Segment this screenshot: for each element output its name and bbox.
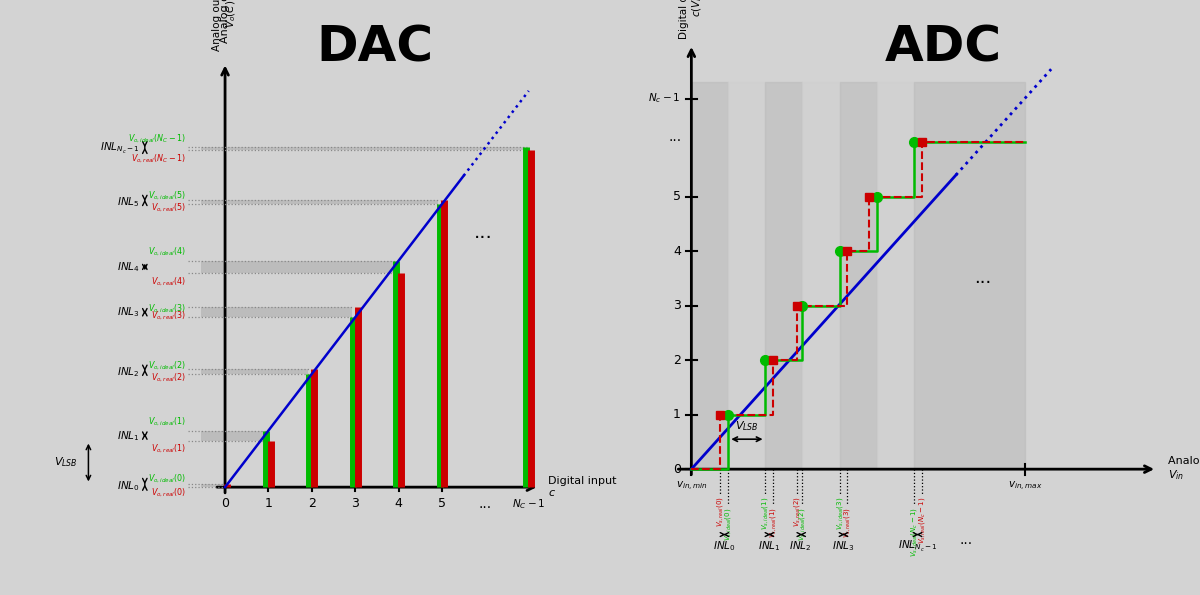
Text: $INL_2$: $INL_2$ bbox=[788, 539, 811, 553]
Text: $V_{o,ideal}(3)$: $V_{o,ideal}(3)$ bbox=[148, 303, 186, 315]
Text: $INL_0$: $INL_0$ bbox=[116, 479, 139, 493]
Text: $V_{s,ideal}(2)$: $V_{s,ideal}(2)$ bbox=[798, 508, 808, 541]
Text: $V_{o,real}(N_C-1)$: $V_{o,real}(N_C-1)$ bbox=[131, 152, 186, 165]
Text: 0: 0 bbox=[673, 463, 680, 475]
Text: $N_C-1$: $N_C-1$ bbox=[512, 497, 546, 511]
Text: ...: ... bbox=[973, 270, 991, 287]
Text: 2: 2 bbox=[673, 353, 680, 367]
Text: ...: ... bbox=[668, 130, 682, 144]
Text: $V_{s,real}(2)$: $V_{s,real}(2)$ bbox=[792, 496, 802, 527]
Text: ...: ... bbox=[960, 533, 973, 547]
Text: $V_{o,real}(1)$: $V_{o,real}(1)$ bbox=[151, 443, 186, 455]
Text: DAC: DAC bbox=[317, 23, 433, 71]
FancyBboxPatch shape bbox=[202, 369, 308, 374]
Text: $V_{s,real}(N_c-1)$: $V_{s,real}(N_c-1)$ bbox=[917, 496, 926, 544]
FancyBboxPatch shape bbox=[202, 199, 438, 204]
FancyBboxPatch shape bbox=[202, 148, 526, 151]
Text: $V_{o,real}(5)$: $V_{o,real}(5)$ bbox=[151, 202, 186, 214]
Text: 1: 1 bbox=[264, 497, 272, 511]
Text: $v_{in,max}$: $v_{in,max}$ bbox=[1008, 480, 1042, 493]
Text: $V_{s,ideal}(3)$: $V_{s,ideal}(3)$ bbox=[834, 496, 845, 530]
Text: 5: 5 bbox=[438, 497, 446, 511]
Text: $INL_1$: $INL_1$ bbox=[758, 539, 781, 553]
FancyBboxPatch shape bbox=[202, 261, 395, 273]
Text: $INL_3$: $INL_3$ bbox=[832, 539, 854, 553]
Text: $INL_3$: $INL_3$ bbox=[116, 305, 139, 319]
Text: 3: 3 bbox=[673, 299, 680, 312]
Text: $v_{in,min}$: $v_{in,min}$ bbox=[676, 480, 707, 493]
Text: $V_{o,real}(2)$: $V_{o,real}(2)$ bbox=[151, 372, 186, 384]
Text: Digital input
$c$: Digital input $c$ bbox=[548, 477, 617, 498]
Text: Analog output
$V_o(C)$: Analog output $V_o(C)$ bbox=[212, 0, 238, 51]
Text: $INL_0$: $INL_0$ bbox=[713, 539, 736, 553]
Text: 3: 3 bbox=[352, 497, 359, 511]
Text: 5: 5 bbox=[673, 190, 680, 203]
Text: 2: 2 bbox=[308, 497, 316, 511]
Text: $V_{o,ideal}(0)$: $V_{o,ideal}(0)$ bbox=[148, 472, 186, 485]
Text: Digital output
$c(V_{in})$: Digital output $c(V_{in})$ bbox=[678, 0, 704, 39]
Text: $INL_4$: $INL_4$ bbox=[116, 260, 139, 274]
Text: 0: 0 bbox=[221, 497, 229, 511]
Text: $V_{o,ideal}(2)$: $V_{o,ideal}(2)$ bbox=[148, 359, 186, 372]
Text: $V_{s,real}(1)$: $V_{s,real}(1)$ bbox=[768, 508, 779, 538]
Text: $N_c-1$: $N_c-1$ bbox=[648, 92, 680, 105]
Text: $INL_2$: $INL_2$ bbox=[118, 365, 139, 378]
Text: $V_{s,ideal}(N_c-1)$: $V_{s,ideal}(N_c-1)$ bbox=[908, 508, 918, 558]
Text: $V_{o,ideal}(1)$: $V_{o,ideal}(1)$ bbox=[148, 416, 186, 428]
Text: ADC: ADC bbox=[886, 23, 1002, 71]
Text: $V_{s,ideal}(0)$: $V_{s,ideal}(0)$ bbox=[724, 508, 733, 541]
Text: $INL_5$: $INL_5$ bbox=[118, 195, 139, 209]
Text: 4: 4 bbox=[395, 497, 402, 511]
Text: $INL_{N_c-1}$: $INL_{N_c-1}$ bbox=[898, 539, 937, 554]
Text: $V_{LSB}$: $V_{LSB}$ bbox=[54, 456, 78, 469]
Text: 4: 4 bbox=[673, 245, 680, 258]
Text: $V_{o,ideal}(N_C-1)$: $V_{o,ideal}(N_C-1)$ bbox=[128, 133, 186, 145]
Text: $V_{LSB}$: $V_{LSB}$ bbox=[736, 419, 758, 433]
Text: Analog input
$V_{in}$: Analog input $V_{in}$ bbox=[1168, 456, 1200, 482]
Text: $V_{o,ideal}(5)$: $V_{o,ideal}(5)$ bbox=[148, 190, 186, 202]
FancyBboxPatch shape bbox=[202, 484, 222, 487]
Text: $V_{o,real}(0)$: $V_{o,real}(0)$ bbox=[151, 487, 186, 499]
Text: Analog output: Analog output bbox=[220, 0, 230, 43]
Text: $V_{s,ideal}(1)$: $V_{s,ideal}(1)$ bbox=[761, 496, 770, 530]
Text: $INL_{N_c-1}$: $INL_{N_c-1}$ bbox=[100, 142, 139, 156]
Text: 1: 1 bbox=[673, 408, 680, 421]
FancyBboxPatch shape bbox=[202, 431, 265, 441]
Text: $INL_1$: $INL_1$ bbox=[118, 429, 139, 443]
Text: $V_{s,real}(0)$: $V_{s,real}(0)$ bbox=[715, 496, 726, 527]
Text: ...: ... bbox=[479, 497, 492, 511]
Text: $V_{s,real}(3)$: $V_{s,real}(3)$ bbox=[842, 508, 852, 538]
Text: $V_{o,real}(3)$: $V_{o,real}(3)$ bbox=[151, 309, 186, 322]
Text: $V_{o,real}(4)$: $V_{o,real}(4)$ bbox=[151, 275, 186, 288]
FancyBboxPatch shape bbox=[202, 307, 352, 317]
Text: ...: ... bbox=[474, 223, 492, 242]
Text: $V_{o,ideal}(4)$: $V_{o,ideal}(4)$ bbox=[148, 246, 186, 258]
